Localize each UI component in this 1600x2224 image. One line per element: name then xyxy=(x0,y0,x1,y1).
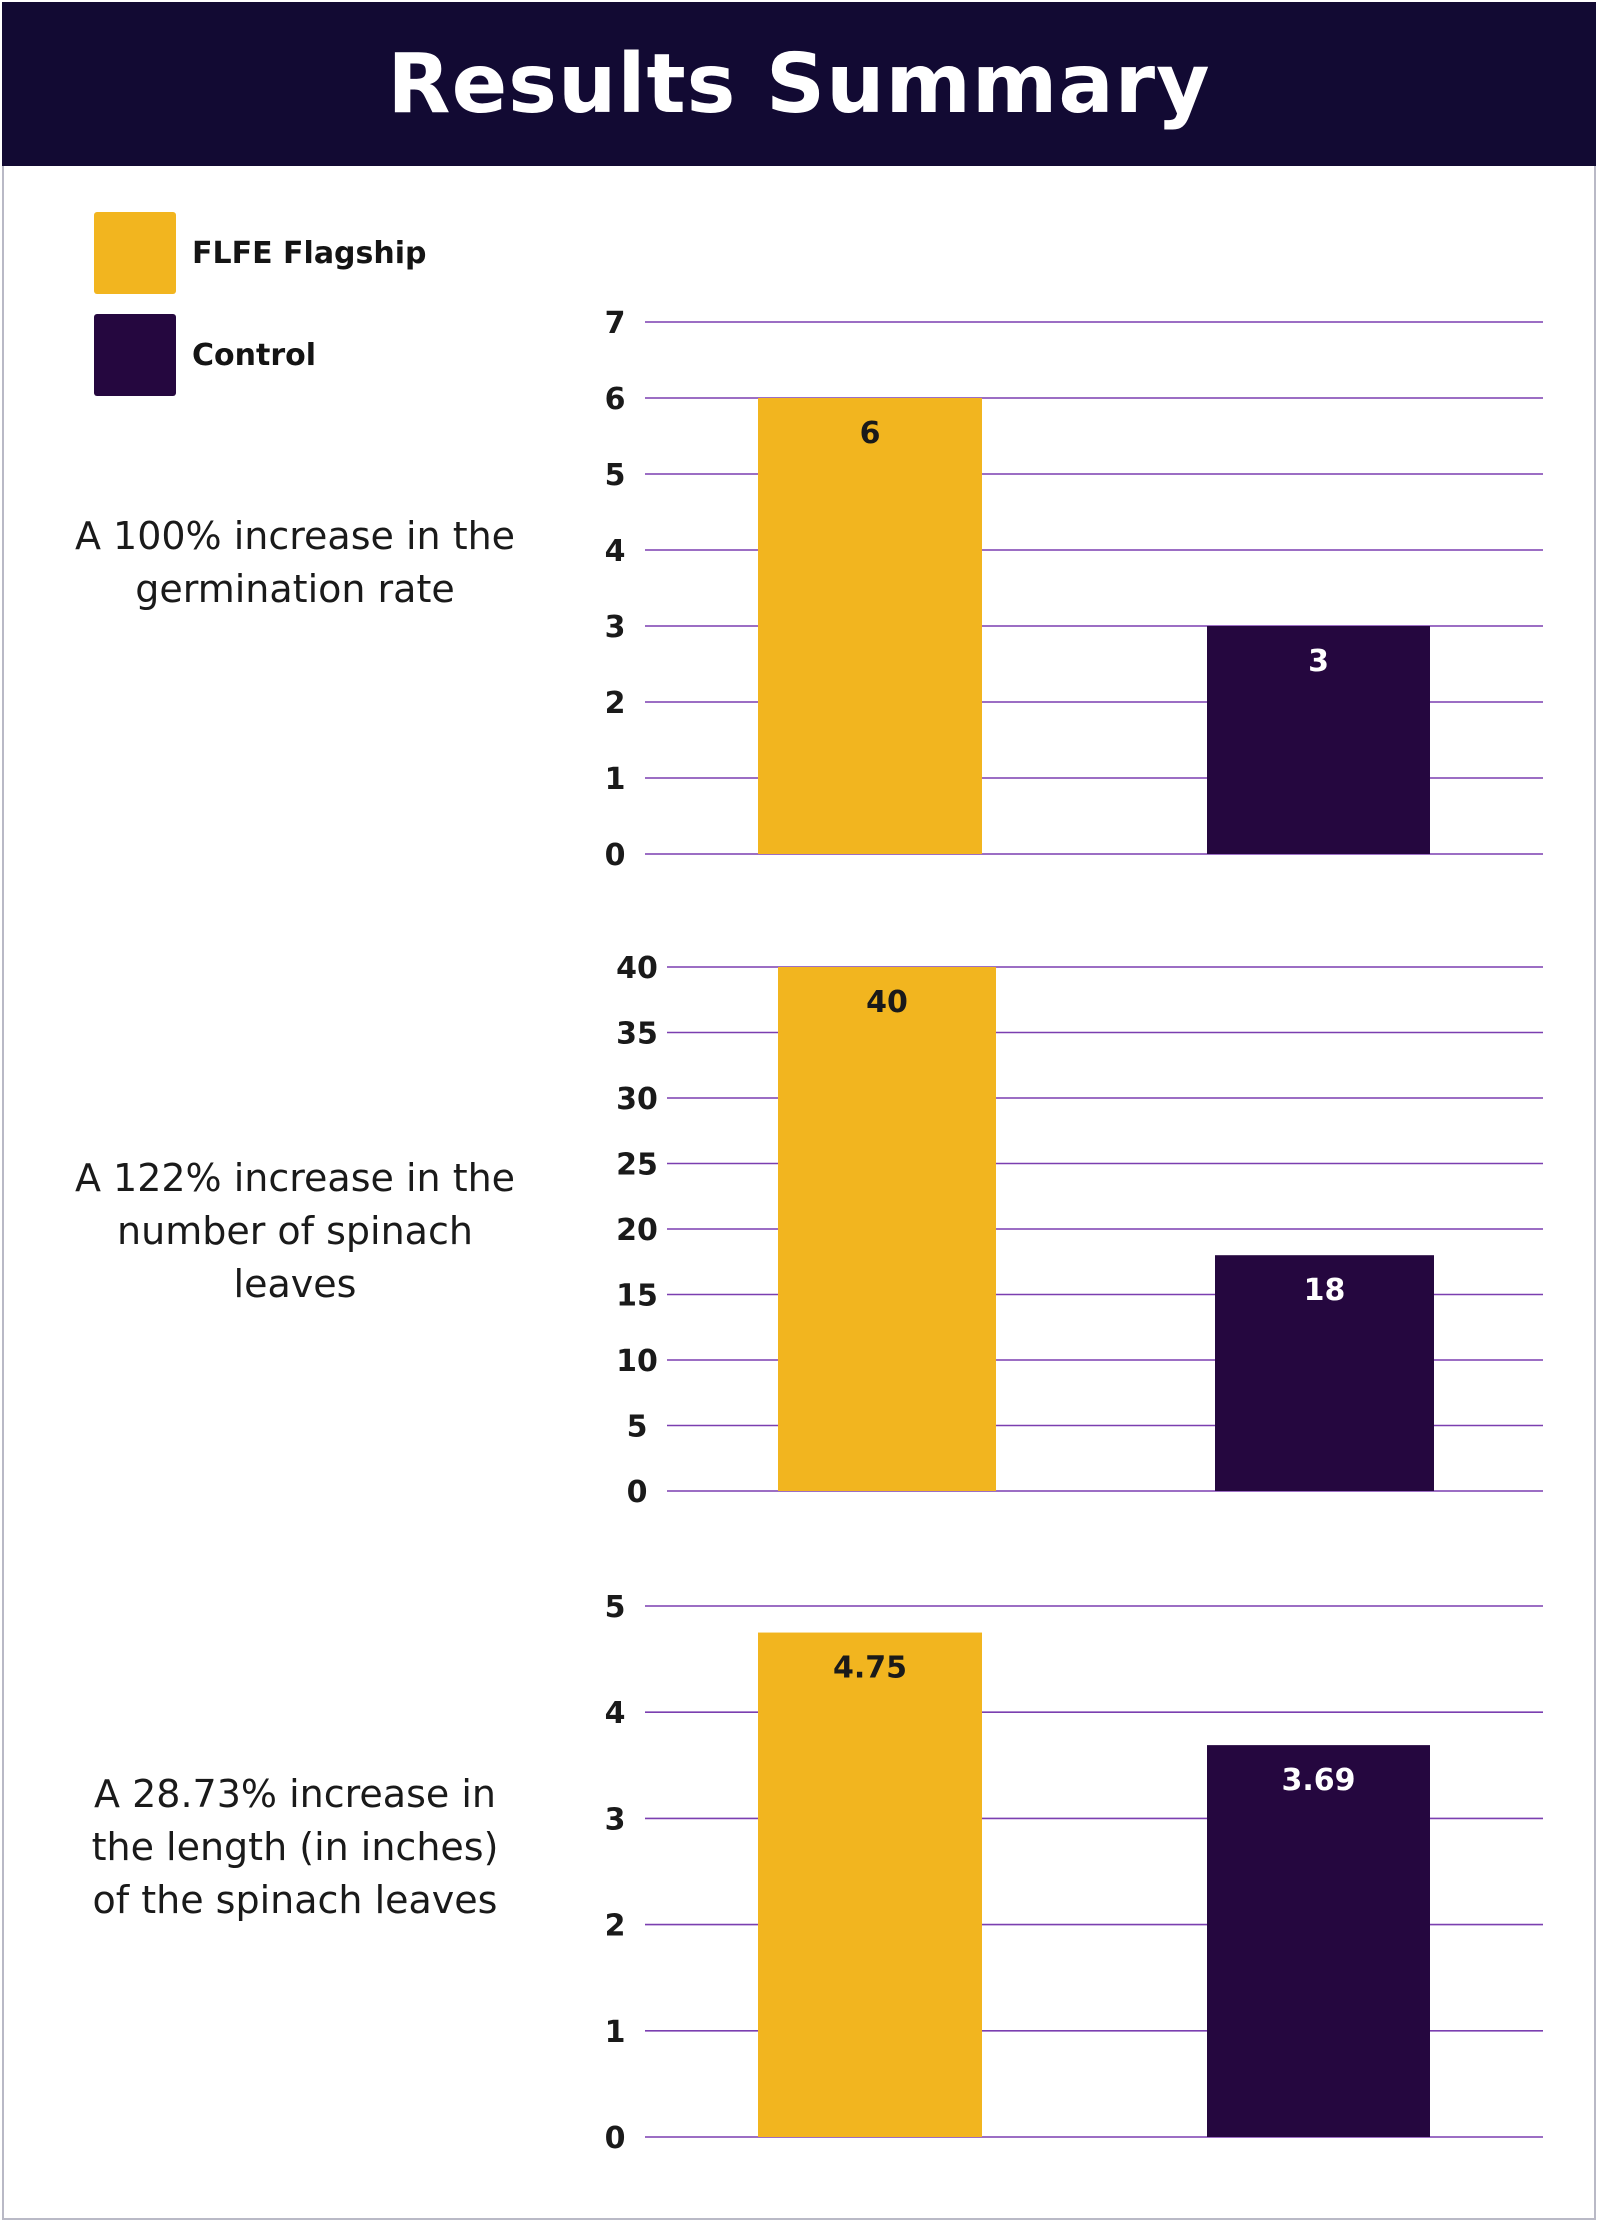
y-tick-label: 20 xyxy=(616,1213,658,1248)
y-tick-label: 4 xyxy=(605,534,626,569)
y-tick-label: 4 xyxy=(605,1696,626,1731)
y-tick-label: 0 xyxy=(605,838,626,873)
legend-label-flagship: FLFE Flagship xyxy=(192,235,427,271)
y-tick-label: 2 xyxy=(605,686,626,721)
bar-control xyxy=(1207,626,1430,854)
bar-value-label-flagship: 4.75 xyxy=(833,1651,907,1686)
header-banner: Results Summary xyxy=(2,2,1596,166)
caption-leaf-count: A 122% increase in the number of spinach… xyxy=(74,1156,516,1306)
y-tick-label: 15 xyxy=(616,1279,658,1314)
y-tick-label: 5 xyxy=(627,1410,648,1445)
y-tick-label: 0 xyxy=(627,1475,648,1510)
bar-control xyxy=(1215,1255,1434,1491)
legend-swatch-control xyxy=(94,314,176,396)
y-tick-label: 0 xyxy=(605,2121,626,2156)
caption-leaf-length: A 28.73% increase in the length (in inch… xyxy=(91,1772,499,1922)
bar-value-label-flagship: 40 xyxy=(866,985,908,1020)
y-tick-label: 30 xyxy=(616,1082,658,1117)
y-tick-label: 25 xyxy=(616,1148,658,1183)
y-tick-label: 7 xyxy=(605,306,626,341)
y-tick-label: 6 xyxy=(605,382,626,417)
bar-flagship xyxy=(758,1632,982,2137)
legend-label-control: Control xyxy=(192,337,317,373)
bar-value-label-control: 3.69 xyxy=(1281,1763,1355,1798)
y-tick-label: 3 xyxy=(605,1802,626,1837)
page-title: Results Summary xyxy=(387,36,1211,132)
bar-value-label-flagship: 6 xyxy=(860,416,881,451)
y-tick-label: 3 xyxy=(605,610,626,645)
y-tick-label: 5 xyxy=(605,1590,626,1625)
caption-germination: A 100% increase in the germination rate xyxy=(74,514,516,611)
y-tick-label: 40 xyxy=(616,951,658,986)
bar-value-label-control: 3 xyxy=(1308,644,1329,679)
bar-flagship xyxy=(758,398,982,854)
y-tick-label: 1 xyxy=(605,2015,626,2050)
bar-flagship xyxy=(778,967,996,1491)
y-tick-label: 5 xyxy=(605,458,626,493)
bar-control xyxy=(1207,1745,1430,2137)
y-tick-label: 10 xyxy=(616,1344,658,1379)
legend-item-control: Control xyxy=(94,314,316,396)
bar-value-label-control: 18 xyxy=(1304,1273,1346,1308)
y-tick-label: 1 xyxy=(605,762,626,797)
legend-swatch-flagship xyxy=(94,212,176,294)
y-tick-label: 2 xyxy=(605,1909,626,1944)
y-tick-label: 35 xyxy=(616,1017,658,1052)
legend-item-flagship: FLFE Flagship xyxy=(94,212,427,294)
